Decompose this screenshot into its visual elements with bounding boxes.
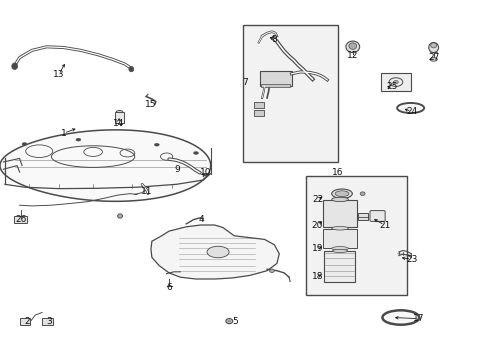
Ellipse shape <box>393 80 398 84</box>
Ellipse shape <box>227 320 231 323</box>
Text: 17: 17 <box>413 314 425 323</box>
Ellipse shape <box>332 189 352 198</box>
Bar <box>42 318 53 325</box>
Text: 13: 13 <box>53 71 65 79</box>
Text: 18: 18 <box>312 272 323 281</box>
Text: 15: 15 <box>145 100 157 109</box>
Text: 25: 25 <box>386 82 398 91</box>
Ellipse shape <box>194 152 198 154</box>
Bar <box>323 229 357 248</box>
Bar <box>14 216 27 223</box>
Text: 23: 23 <box>406 255 417 264</box>
Ellipse shape <box>332 249 348 253</box>
Text: 14: 14 <box>113 118 124 127</box>
Bar <box>324 251 355 282</box>
Bar <box>306 176 407 295</box>
Ellipse shape <box>332 226 348 230</box>
Text: 7: 7 <box>242 78 248 87</box>
Bar <box>358 213 368 220</box>
Ellipse shape <box>118 214 122 218</box>
Ellipse shape <box>270 269 274 273</box>
Ellipse shape <box>129 66 134 72</box>
Ellipse shape <box>400 105 421 111</box>
Bar <box>261 84 290 87</box>
Ellipse shape <box>116 111 123 114</box>
Bar <box>20 318 30 325</box>
Text: 12: 12 <box>347 51 359 60</box>
Ellipse shape <box>226 319 233 324</box>
FancyBboxPatch shape <box>370 211 385 221</box>
Text: 3: 3 <box>46 317 52 325</box>
Text: 26: 26 <box>15 215 26 224</box>
Polygon shape <box>0 130 211 201</box>
Text: 4: 4 <box>198 215 204 224</box>
Text: 22: 22 <box>312 195 323 204</box>
Text: 5: 5 <box>232 317 238 325</box>
Ellipse shape <box>360 192 365 195</box>
Ellipse shape <box>335 191 349 197</box>
Ellipse shape <box>332 247 348 250</box>
Text: 6: 6 <box>166 284 172 292</box>
Bar <box>260 71 292 86</box>
Ellipse shape <box>22 143 27 145</box>
Ellipse shape <box>76 138 81 141</box>
Ellipse shape <box>430 58 437 61</box>
Text: 9: 9 <box>174 165 180 174</box>
Ellipse shape <box>154 143 159 146</box>
Text: 19: 19 <box>312 244 323 253</box>
Text: 20: 20 <box>312 220 323 230</box>
Text: 1: 1 <box>61 129 67 138</box>
Ellipse shape <box>12 63 18 69</box>
Ellipse shape <box>207 246 229 258</box>
Polygon shape <box>151 225 279 279</box>
Ellipse shape <box>431 43 437 48</box>
Bar <box>381 73 411 91</box>
Text: 21: 21 <box>379 220 391 230</box>
Text: 24: 24 <box>406 107 417 116</box>
Ellipse shape <box>349 43 357 49</box>
Bar <box>115 112 124 123</box>
Text: 27: 27 <box>428 53 440 62</box>
Text: 8: 8 <box>271 35 277 44</box>
Ellipse shape <box>332 197 348 202</box>
Ellipse shape <box>346 41 360 53</box>
Ellipse shape <box>429 42 439 53</box>
Text: 16: 16 <box>332 168 344 177</box>
Bar <box>243 25 338 162</box>
Bar <box>254 102 264 108</box>
Text: 10: 10 <box>200 167 212 176</box>
Ellipse shape <box>386 312 416 323</box>
Text: 2: 2 <box>24 317 30 325</box>
Text: 11: 11 <box>141 187 153 196</box>
Bar <box>323 200 357 227</box>
Bar <box>254 110 264 116</box>
